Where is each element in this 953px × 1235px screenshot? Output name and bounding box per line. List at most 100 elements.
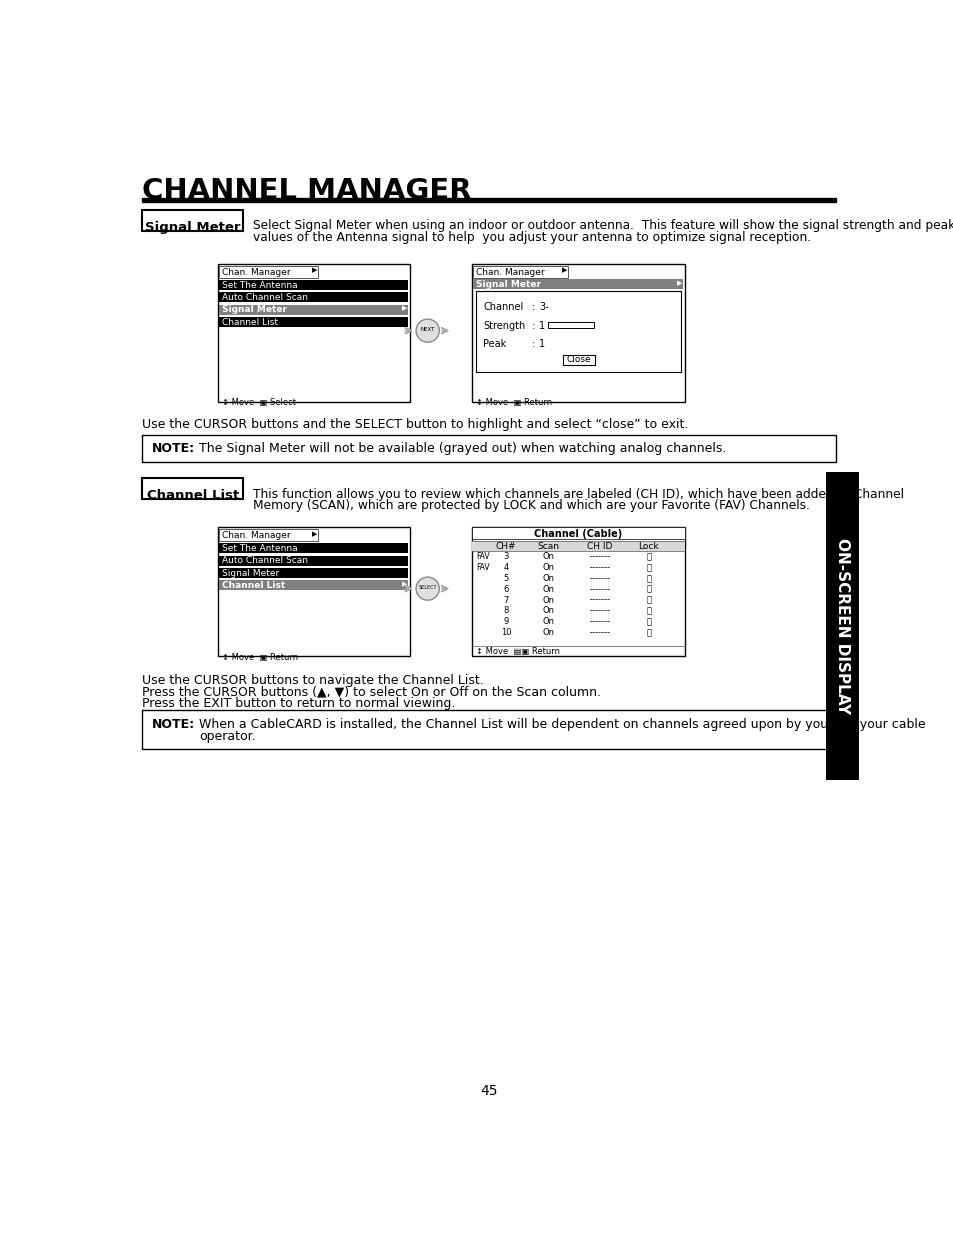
Text: ↕ Move  ▣ Return: ↕ Move ▣ Return [221, 652, 297, 662]
Text: operator.: operator. [199, 730, 255, 742]
Text: 3: 3 [503, 552, 508, 562]
Bar [219, 266, 318, 278]
Bar [473, 266, 567, 278]
Bar [219, 317, 408, 327]
Text: ▶: ▶ [402, 580, 407, 587]
Text: The Signal Meter will not be available (grayed out) when watching analog channel: The Signal Meter will not be available (… [199, 442, 725, 454]
Text: 8: 8 [503, 606, 508, 615]
Text: 10: 10 [500, 627, 511, 637]
Text: :: : [531, 340, 535, 350]
Text: On: On [542, 618, 554, 626]
Bar [219, 556, 408, 566]
Text: Strength: Strength [483, 321, 525, 331]
Text: FAV: FAV [476, 552, 490, 562]
Text: ↕ Move  ▣ Return: ↕ Move ▣ Return [476, 399, 551, 408]
Text: This function allows you to review which channels are labeled (CH ID), which hav: This function allows you to review which… [253, 488, 902, 500]
Text: 🔒: 🔒 [645, 585, 651, 594]
Text: ↕ Move  ▤▣ Return: ↕ Move ▤▣ Return [476, 647, 559, 656]
Text: 4: 4 [503, 563, 508, 572]
Text: On: On [542, 627, 554, 637]
Text: CH#: CH# [496, 542, 516, 552]
Text: Chan. Manager: Chan. Manager [476, 268, 544, 277]
Text: Peak: Peak [483, 340, 506, 350]
Text: 3-: 3- [538, 303, 548, 312]
Text: ON-SCREEN DISPLAY: ON-SCREEN DISPLAY [834, 537, 849, 714]
Text: 9: 9 [503, 618, 508, 626]
Text: Select Signal Meter when using an indoor or outdoor antenna.  This feature will : Select Signal Meter when using an indoor… [253, 219, 953, 232]
Text: Signal Meter: Signal Meter [145, 221, 240, 235]
Text: 🔒: 🔒 [645, 618, 651, 626]
Text: Auto Channel Scan: Auto Channel Scan [221, 293, 307, 303]
Text: CHANNEL MANAGER: CHANNEL MANAGER [142, 178, 472, 205]
Bar [472, 264, 684, 403]
Text: Use the CURSOR buttons to navigate the Channel List.: Use the CURSOR buttons to navigate the C… [142, 674, 484, 687]
Bar [472, 527, 684, 656]
Bar [825, 472, 858, 779]
Text: SELECT: SELECT [418, 584, 436, 589]
Text: Signal Meter: Signal Meter [476, 280, 540, 289]
Text: ▶: ▶ [402, 305, 407, 311]
Text: Channel List: Channel List [221, 317, 277, 326]
Text: Channel List: Channel List [221, 580, 285, 590]
Text: -------: ------- [589, 627, 610, 637]
Bar [219, 293, 408, 303]
Text: On: On [542, 552, 554, 562]
Circle shape [416, 577, 439, 600]
Text: Channel List: Channel List [147, 489, 239, 501]
Text: Lock: Lock [638, 542, 659, 552]
Bar [142, 478, 243, 499]
Text: 🔒: 🔒 [645, 606, 651, 615]
Text: NOTE:: NOTE: [152, 718, 194, 731]
Text: ▶: ▶ [312, 531, 317, 537]
Text: Chan. Manager: Chan. Manager [221, 268, 290, 277]
Bar [219, 580, 408, 590]
Text: Press the EXIT button to return to normal viewing.: Press the EXIT button to return to norma… [142, 698, 456, 710]
Text: -------: ------- [589, 595, 610, 605]
Text: -------: ------- [589, 563, 610, 572]
Text: Signal Meter: Signal Meter [221, 568, 278, 578]
Text: 🔒: 🔒 [645, 574, 651, 583]
Bar [562, 354, 595, 366]
Text: 6: 6 [503, 585, 508, 594]
Text: :: : [531, 321, 535, 331]
Text: NOTE:: NOTE: [152, 442, 194, 454]
Bar [476, 291, 680, 372]
Text: Signal Meter: Signal Meter [221, 305, 286, 314]
Circle shape [416, 319, 439, 342]
Text: 1: 1 [538, 321, 545, 331]
Text: Chan. Manager: Chan. Manager [221, 531, 290, 540]
Bar [219, 280, 408, 290]
Text: On: On [542, 595, 554, 605]
Bar [217, 264, 410, 403]
Text: -------: ------- [589, 552, 610, 562]
Bar [219, 568, 408, 578]
Text: 🔒: 🔒 [645, 595, 651, 605]
Text: When a CableCARD is installed, the Channel List will be dependent on channels ag: When a CableCARD is installed, the Chann… [199, 718, 924, 731]
Text: 1: 1 [538, 340, 545, 350]
Text: 🔒: 🔒 [645, 552, 651, 562]
Bar [547, 322, 594, 329]
Text: Set The Antenna: Set The Antenna [221, 280, 297, 290]
Bar [472, 541, 684, 551]
Text: -------: ------- [589, 585, 610, 594]
Bar [142, 710, 835, 748]
Text: values of the Antenna signal to help  you adjust your antenna to optimize signal: values of the Antenna signal to help you… [253, 231, 810, 243]
Text: Use the CURSOR buttons and the SELECT button to highlight and select “close” to : Use the CURSOR buttons and the SELECT bu… [142, 417, 688, 431]
Bar [217, 527, 410, 656]
Text: Auto Channel Scan: Auto Channel Scan [221, 556, 307, 566]
Bar [472, 527, 684, 538]
Bar [473, 279, 682, 289]
Bar [219, 530, 318, 541]
Text: On: On [542, 574, 554, 583]
Text: Scan: Scan [537, 542, 559, 552]
Text: Channel (Cable): Channel (Cable) [534, 530, 622, 540]
Text: -------: ------- [589, 618, 610, 626]
Text: Channel: Channel [483, 303, 523, 312]
Bar [142, 435, 835, 462]
Bar [219, 305, 408, 315]
Text: ▶: ▶ [677, 280, 682, 285]
Text: :: : [531, 303, 535, 312]
Text: 7: 7 [503, 595, 508, 605]
Text: CH ID: CH ID [586, 542, 612, 552]
Text: Set The Antenna: Set The Antenna [221, 543, 297, 553]
